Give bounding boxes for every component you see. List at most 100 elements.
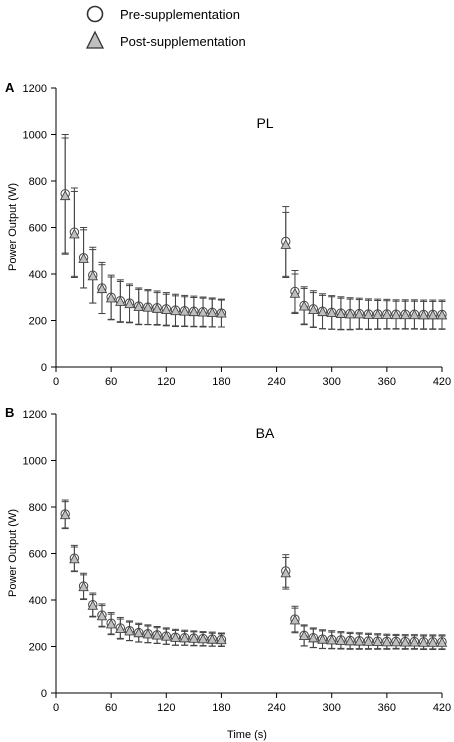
post-data-point — [289, 607, 301, 634]
panel-a-ylabel: Power Output (W) — [7, 183, 19, 271]
triangle-marker — [326, 634, 337, 645]
triangle-marker — [105, 618, 117, 629]
post-data-point — [418, 300, 429, 330]
triangle-marker — [206, 307, 218, 318]
triangle-marker — [216, 307, 227, 318]
triangle-marker — [161, 630, 172, 641]
triangle-marker — [197, 633, 209, 644]
post-data-point — [344, 298, 356, 331]
x-tick-label: 420 — [433, 376, 451, 388]
y-tick-label: 0 — [41, 688, 47, 700]
y-tick-label: 200 — [29, 642, 47, 654]
post-data-point — [427, 300, 439, 330]
post-data-point — [96, 605, 108, 628]
y-tick-label: 1000 — [23, 456, 47, 468]
x-tick-label: 180 — [212, 376, 230, 388]
post-data-point — [59, 137, 71, 255]
post-data-point — [197, 632, 209, 647]
triangle-marker — [326, 307, 337, 318]
x-tick-label: 180 — [212, 702, 230, 714]
post-data-point — [115, 280, 126, 323]
post-data-point — [436, 300, 448, 330]
panel-b-marks — [59, 499, 448, 651]
triangle-marker — [87, 270, 99, 281]
panel-b-axes: 0 200 400 600 800 1000 1200 0 60 120 180 240 300 360 4… — [23, 409, 452, 714]
triangle-marker — [381, 308, 393, 319]
triangle-marker — [142, 628, 154, 639]
triangle-marker — [151, 629, 163, 640]
panel-a-title: PL — [256, 115, 273, 131]
triangle-marker — [298, 300, 310, 311]
panel-b-title: BA — [256, 425, 275, 441]
post-data-point — [390, 300, 402, 330]
triangle-marker — [418, 636, 429, 647]
post-data-point — [188, 296, 200, 328]
triangle-marker — [115, 623, 126, 634]
triangle-marker — [335, 634, 347, 645]
triangle-marker — [179, 305, 190, 316]
triangle-marker — [96, 610, 108, 621]
post-data-point — [372, 634, 383, 650]
post-data-point — [142, 290, 154, 326]
post-data-point — [179, 630, 190, 646]
triangle-marker — [354, 308, 365, 319]
triangle-marker — [372, 636, 383, 647]
triangle-marker — [161, 304, 172, 314]
triangle-marker — [188, 306, 200, 317]
post-data-point — [216, 633, 227, 647]
triangle-marker — [188, 632, 200, 643]
post-data-point — [69, 546, 80, 573]
post-data-point — [105, 276, 117, 321]
triangle-marker — [96, 283, 108, 294]
post-data-point — [206, 632, 218, 647]
triangle-marker — [308, 632, 319, 643]
panel-b-label: B — [5, 405, 14, 420]
post-data-point — [124, 285, 135, 324]
post-data-point — [399, 300, 411, 330]
triangle-marker — [87, 599, 99, 610]
x-tick-label: 0 — [53, 702, 59, 714]
x-tick-label: 360 — [378, 702, 396, 714]
triangle-marker — [436, 309, 448, 320]
panel-a-marks — [59, 134, 448, 331]
triangle-marker — [78, 252, 89, 263]
post-data-point — [179, 296, 190, 328]
post-data-point — [409, 300, 420, 330]
post-data-point — [381, 300, 393, 330]
post-data-point — [363, 633, 374, 650]
triangle-marker — [344, 635, 356, 646]
post-data-point — [326, 631, 337, 650]
post-data-point — [308, 628, 319, 649]
triangle-marker — [105, 292, 117, 303]
triangle-marker — [317, 306, 328, 317]
triangle-marker — [216, 634, 227, 645]
post-data-point — [298, 625, 310, 647]
triangle-marker — [197, 306, 209, 317]
post-data-point — [399, 635, 411, 650]
post-data-point — [87, 249, 99, 304]
legend-circle-marker — [86, 5, 104, 23]
post-data-point — [280, 556, 292, 590]
triangle-marker — [69, 553, 80, 564]
panel-b-ylabel: Power Output (W) — [7, 509, 19, 597]
post-data-point — [317, 294, 328, 330]
post-data-point — [344, 632, 356, 650]
post-data-point — [436, 635, 448, 651]
triangle-marker — [363, 308, 374, 319]
y-tick-label: 1200 — [23, 83, 47, 95]
post-data-point — [427, 635, 439, 651]
triangle-marker — [124, 625, 135, 636]
panel-a-label: A — [5, 80, 15, 95]
post-data-point — [87, 594, 99, 618]
panel-a: A PL Power Output (W) 020040060080010001… — [5, 80, 451, 388]
triangle-marker — [133, 627, 144, 638]
post-data-point — [216, 299, 227, 328]
post-data-point — [142, 625, 154, 644]
post-data-point — [206, 298, 218, 328]
triangle-marker — [59, 509, 71, 520]
y-tick-label: 600 — [29, 223, 47, 235]
x-tick-label: 60 — [105, 702, 117, 714]
post-data-point — [354, 633, 365, 650]
triangle-marker — [280, 567, 292, 578]
legend-label-post: Post-supplementation — [120, 34, 246, 49]
